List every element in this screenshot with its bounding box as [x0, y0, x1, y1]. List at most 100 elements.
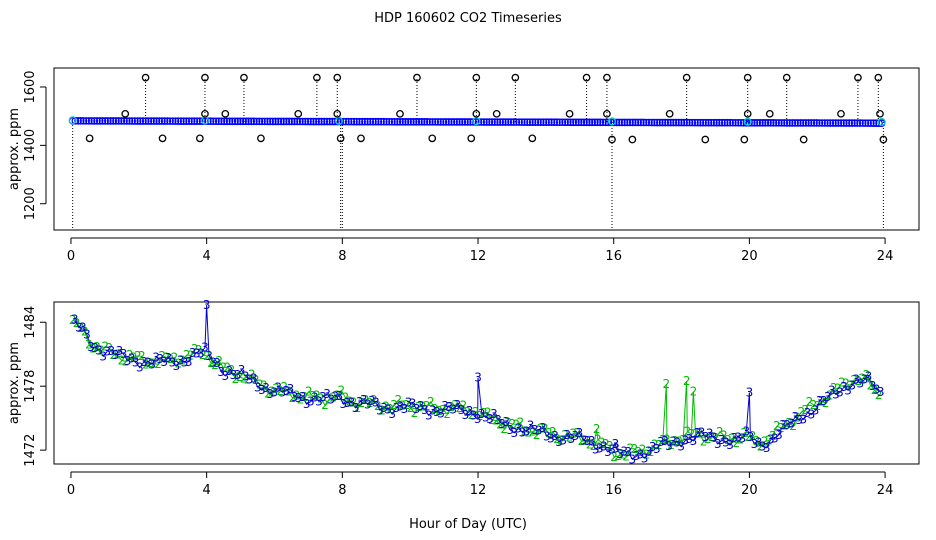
- series-2-label: 2: [73, 316, 81, 330]
- baseline-point: [691, 118, 699, 127]
- baseline-point: [550, 118, 559, 127]
- outlier-point: [333, 73, 342, 82]
- series-2-label: 2: [692, 427, 700, 441]
- series-3-label: 3: [836, 386, 844, 400]
- series-3-label: 3: [278, 385, 286, 399]
- series-3-label: 3: [763, 441, 771, 455]
- baseline-point: [74, 117, 82, 125]
- outlier-point: [743, 109, 752, 118]
- series-3-label: 3: [506, 423, 514, 437]
- series-3-label: 3: [148, 357, 156, 371]
- series-3-label: 3: [775, 428, 783, 442]
- outlier-point: [472, 109, 481, 118]
- series-3-label: 3: [283, 384, 291, 398]
- series-2-label: 2: [859, 372, 867, 386]
- series-3-label: 3: [449, 403, 457, 417]
- baseline-point: [490, 118, 499, 126]
- series-2-label: 2: [492, 414, 500, 428]
- series-2-label: 2: [712, 431, 720, 445]
- outlier-point: [874, 73, 883, 82]
- baseline-point: [764, 119, 772, 127]
- baseline-point: [350, 117, 358, 126]
- baseline-point: [358, 117, 366, 126]
- baseline-point: [826, 119, 835, 127]
- series-2-label: 2: [818, 394, 826, 408]
- baseline-point: [780, 119, 789, 127]
- baseline-point: [628, 118, 637, 127]
- series-3-label: 3: [71, 313, 79, 327]
- series-2-label: 2: [260, 379, 268, 393]
- baseline-point: [382, 117, 391, 126]
- baseline-point: [133, 117, 142, 125]
- series-2-label: 2: [350, 395, 358, 409]
- baseline-point: [90, 117, 99, 125]
- series-3-label: 3: [710, 431, 718, 445]
- series-2-label: 2: [207, 356, 215, 370]
- series-2-label: 2: [236, 370, 244, 384]
- top-y-axis-label: approx. ppm: [7, 108, 22, 190]
- series-2-label: 2: [337, 383, 345, 397]
- series-2-label: 2: [431, 402, 439, 416]
- series-3-label: 3: [828, 383, 836, 397]
- baseline-point: [401, 117, 410, 126]
- series-2-label: 2: [631, 442, 639, 456]
- baseline-point: [93, 117, 101, 125]
- series-3-label: 3: [458, 403, 466, 417]
- series-3-label: 3: [629, 452, 637, 466]
- series-2-label: 2: [224, 360, 232, 374]
- series-2-label: 2: [126, 348, 134, 362]
- series-3-label: 3: [840, 380, 848, 394]
- series-3-label: 3: [307, 395, 315, 409]
- series-2-label: 2: [704, 432, 712, 446]
- series-3-label: 3: [429, 404, 437, 418]
- series-2-label: 2: [662, 377, 670, 391]
- series-2-label: 2: [85, 338, 93, 352]
- series-3-label: 3: [323, 387, 331, 401]
- series-3-label: 3: [262, 381, 270, 395]
- series-3-label: 3: [641, 451, 649, 465]
- series-2-label: 2: [476, 409, 484, 423]
- baseline-point: [872, 119, 881, 127]
- baseline-point: [171, 117, 180, 125]
- series-2-label: 2: [81, 325, 89, 339]
- baseline-point: [604, 118, 613, 127]
- series-3-label: 3: [319, 390, 327, 404]
- baseline-point: [141, 117, 150, 125]
- series-3-label: 3: [588, 434, 596, 448]
- baseline-point: [409, 118, 418, 126]
- baseline-point: [639, 118, 648, 127]
- series-3-label: 3: [612, 441, 620, 455]
- baseline-point: [726, 118, 734, 127]
- series-2-label: 2: [598, 436, 606, 450]
- baseline-point: [109, 117, 118, 125]
- series-3-label: 3: [677, 440, 685, 454]
- baseline-point: [821, 119, 829, 127]
- series-2-label: 2: [549, 425, 557, 439]
- baseline-point: [114, 117, 123, 125]
- series-3-label: 3: [311, 390, 319, 404]
- series-3-label: 3: [197, 346, 205, 360]
- baseline-point: [699, 118, 707, 127]
- baseline-point: [504, 118, 513, 126]
- outlier-point: [782, 73, 791, 82]
- baseline-point: [618, 118, 626, 127]
- series-2-label: 2: [708, 430, 716, 444]
- baseline-point: [566, 118, 575, 127]
- series-2-label: 2: [423, 399, 431, 413]
- series-2-label: 2: [138, 349, 146, 363]
- series-2-label: 2: [690, 385, 698, 399]
- series-3-label: 3: [242, 370, 250, 384]
- series-2-label: 2: [606, 439, 614, 453]
- baseline-point: [674, 118, 683, 127]
- outlier-point: [196, 134, 204, 143]
- series-3-label: 3: [258, 383, 266, 397]
- series-2-label: 2: [272, 381, 280, 395]
- series-3-label: 3: [397, 400, 405, 414]
- series-3-label: 3: [116, 344, 124, 358]
- series-3-label: 3: [535, 424, 543, 438]
- series-2-label: 2: [700, 435, 708, 449]
- series-3-label: 3: [519, 425, 527, 439]
- series-3-label: 3: [87, 340, 95, 354]
- baseline-point: [155, 117, 164, 125]
- series-2-label: 2: [317, 391, 325, 405]
